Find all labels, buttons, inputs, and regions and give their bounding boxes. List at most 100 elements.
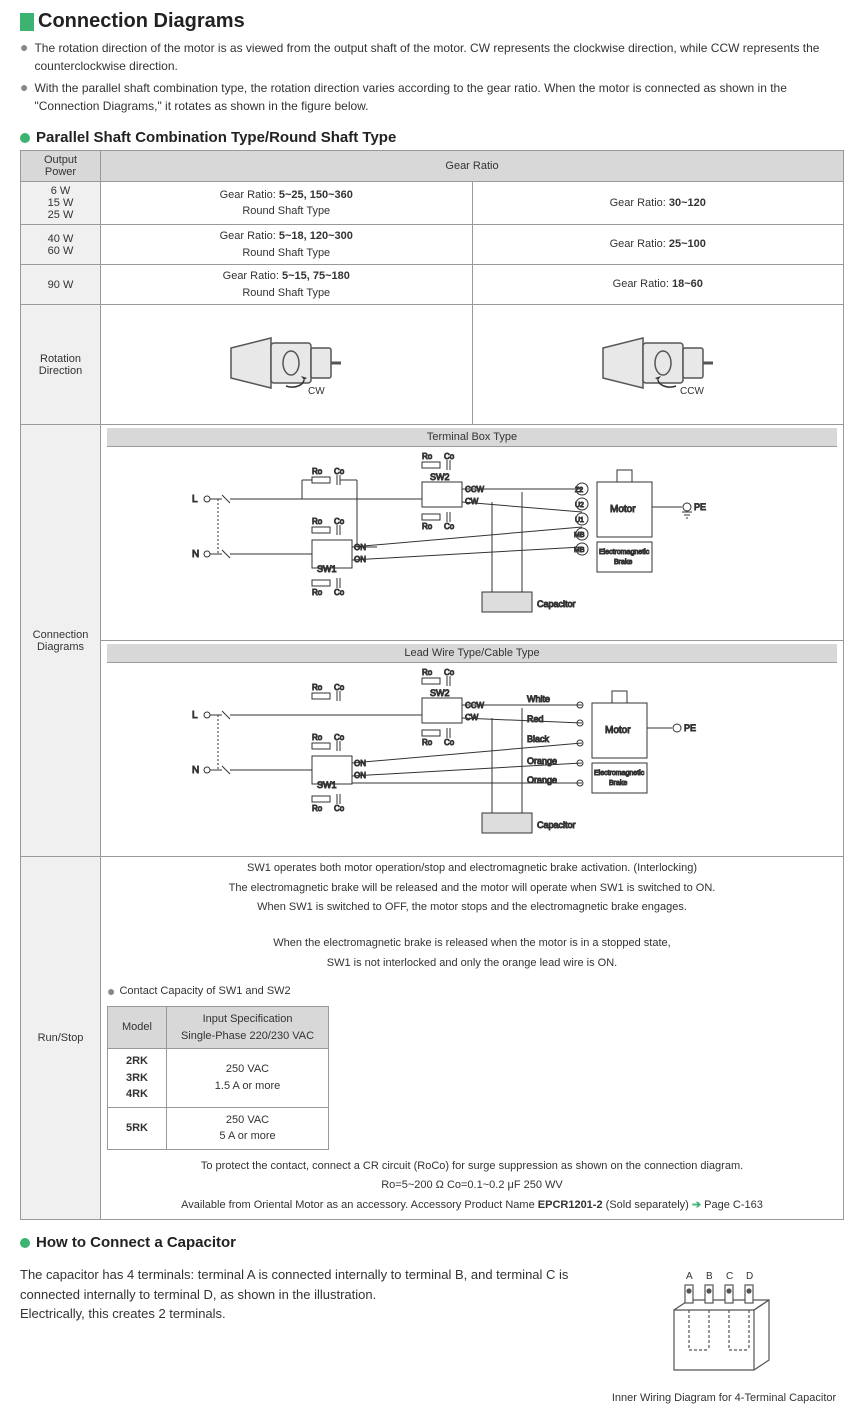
lead-wire-diagram: L N RoCo SW1 ONON RoCo RoCo SW2 CCWCW xyxy=(107,663,837,853)
svg-text:Z2: Z2 xyxy=(575,487,583,494)
svg-text:White: White xyxy=(527,694,550,704)
svg-text:CW: CW xyxy=(465,497,479,506)
terminal-circuit-icon: L N RoCo SW1 ONON RoCo R xyxy=(182,452,762,632)
svg-text:Ro: Ro xyxy=(422,668,433,677)
contact-h2: Input Specification Single-Phase 220/230… xyxy=(166,1007,328,1049)
contact-row-1: 2RK 3RK 4RK 250 VAC 1.5 A or more xyxy=(108,1049,329,1108)
ccw-label: CCW xyxy=(680,386,704,397)
runstop-note2: Ro=5~200 Ω Co=0.1~0.2 μF 250 WV xyxy=(107,1177,837,1194)
gear-left-1: Gear Ratio: 5~25, 150~360 Round Shaft Ty… xyxy=(101,182,473,225)
svg-text:Co: Co xyxy=(334,467,345,476)
subtitle-row-2: How to Connect a Capacitor xyxy=(20,1234,844,1251)
svg-text:U2: U2 xyxy=(575,502,584,509)
rotation-label: Rotation Direction xyxy=(21,305,101,425)
svg-text:MB: MB xyxy=(574,547,585,554)
svg-text:Ro: Ro xyxy=(422,738,433,747)
svg-text:Ro: Ro xyxy=(422,522,433,531)
intro-bullet-1: ● The rotation direction of the motor is… xyxy=(20,39,844,75)
svg-text:Co: Co xyxy=(444,452,455,461)
title-marker xyxy=(20,13,34,31)
contact-r1-model: 2RK 3RK 4RK xyxy=(108,1049,167,1108)
svg-text:Capacitor: Capacitor xyxy=(537,820,576,830)
svg-text:U1: U1 xyxy=(575,517,584,524)
contact-r2-model: 5RK xyxy=(108,1107,167,1149)
connection-label: Connection Diagrams xyxy=(21,425,101,857)
contact-r2-spec: 250 VAC 5 A or more xyxy=(166,1107,328,1149)
svg-text:SW2: SW2 xyxy=(430,472,450,482)
gear-left-2: Gear Ratio: 5~18, 120~300 Round Shaft Ty… xyxy=(101,225,473,265)
runstop-note1: To protect the contact, connect a CR cir… xyxy=(107,1158,837,1175)
runstop-p2: The electromagnetic brake will be releas… xyxy=(107,880,837,897)
table-row: 6 W 15 W 25 W Gear Ratio: 5~25, 150~360 … xyxy=(21,182,844,225)
subtitle-dot-icon xyxy=(20,1238,30,1248)
svg-text:PE: PE xyxy=(684,723,696,733)
svg-text:C: C xyxy=(726,1271,733,1282)
svg-text:Ro: Ro xyxy=(312,467,323,476)
power-cell-2: 40 W 60 W xyxy=(21,225,101,265)
contact-r1-spec: 250 VAC 1.5 A or more xyxy=(166,1049,328,1108)
svg-text:Co: Co xyxy=(334,683,345,692)
contact-title-row: ● Contact Capacity of SW1 and SW2 xyxy=(107,981,837,1002)
lead-wire-header: Lead Wire Type/Cable Type xyxy=(107,644,837,663)
svg-text:Motor: Motor xyxy=(610,504,636,515)
subtitle-2: How to Connect a Capacitor xyxy=(36,1234,236,1251)
rotation-row: Rotation Direction CW xyxy=(21,305,844,425)
svg-text:L: L xyxy=(192,710,198,721)
motor-ccw-cell: CCW xyxy=(472,305,844,425)
svg-text:PE: PE xyxy=(694,502,706,512)
power-cell-1: 6 W 15 W 25 W xyxy=(21,182,101,225)
arrow-icon: ➔ xyxy=(692,1199,701,1211)
svg-text:SW1: SW1 xyxy=(317,564,337,574)
svg-text:Brake: Brake xyxy=(614,559,632,566)
table-header-row: Output Power Gear Ratio xyxy=(21,151,844,182)
svg-text:Orange: Orange xyxy=(527,775,557,785)
svg-text:Co: Co xyxy=(444,738,455,747)
capacitor-p1: The capacitor has 4 terminals: terminal … xyxy=(20,1265,584,1304)
contact-header-row: Model Input Specification Single-Phase 2… xyxy=(108,1007,329,1049)
bullet-dot-icon: ● xyxy=(20,39,28,75)
svg-text:B: B xyxy=(706,1271,713,1282)
intro-text-1: The rotation direction of the motor is a… xyxy=(34,39,844,75)
header-ratio: Gear Ratio xyxy=(101,151,844,182)
terminal-box-diagram: L N RoCo SW1 ONON RoCo R xyxy=(107,447,837,637)
runstop-content: SW1 operates both motor operation/stop a… xyxy=(101,857,844,1220)
contact-row-2: 5RK 250 VAC 5 A or more xyxy=(108,1107,329,1149)
svg-text:N: N xyxy=(192,765,199,776)
lead-wire-cell: Lead Wire Type/Cable Type L N RoCo SW1 O… xyxy=(101,641,844,857)
runstop-p3: When SW1 is switched to OFF, the motor s… xyxy=(107,899,837,916)
runstop-row: Run/Stop SW1 operates both motor operati… xyxy=(21,857,844,1220)
svg-text:Black: Black xyxy=(527,734,550,744)
svg-text:N: N xyxy=(192,549,199,560)
svg-text:Motor: Motor xyxy=(605,725,631,736)
intro-bullet-2: ● With the parallel shaft combination ty… xyxy=(20,79,844,115)
gear-right-1: Gear Ratio: 30~120 xyxy=(472,182,844,225)
motor-cw-icon: CW xyxy=(216,318,356,408)
runstop-label: Run/Stop xyxy=(21,857,101,1220)
svg-text:SW2: SW2 xyxy=(430,688,450,698)
gear-right-2: Gear Ratio: 25~100 xyxy=(472,225,844,265)
main-table: Output Power Gear Ratio 6 W 15 W 25 W Ge… xyxy=(20,150,844,1220)
svg-text:Capacitor: Capacitor xyxy=(537,599,576,609)
connection-row-1: Connection Diagrams Terminal Box Type L … xyxy=(21,425,844,641)
contact-title: Contact Capacity of SW1 and SW2 xyxy=(119,983,290,1000)
svg-text:A: A xyxy=(686,1271,693,1282)
svg-text:Ro: Ro xyxy=(312,733,323,742)
table-row: 40 W 60 W Gear Ratio: 5~18, 120~300 Roun… xyxy=(21,225,844,265)
capacitor-icon: A B C D xyxy=(654,1265,794,1385)
page-title: Connection Diagrams xyxy=(38,10,245,33)
lead-circuit-icon: L N RoCo SW1 ONON RoCo RoCo SW2 CCWCW xyxy=(182,668,762,848)
svg-text:Ro: Ro xyxy=(312,517,323,526)
svg-text:CW: CW xyxy=(465,713,479,722)
svg-text:Electromagnetic: Electromagnetic xyxy=(599,549,650,556)
terminal-box-header: Terminal Box Type xyxy=(107,428,837,447)
svg-text:Ro: Ro xyxy=(312,588,323,597)
svg-text:Orange: Orange xyxy=(527,756,557,766)
cw-label: CW xyxy=(308,386,325,397)
gear-left-3: Gear Ratio: 5~15, 75~180 Round Shaft Typ… xyxy=(101,265,473,305)
subtitle-row-1: Parallel Shaft Combination Type/Round Sh… xyxy=(20,129,844,146)
capacitor-caption: Inner Wiring Diagram for 4-Terminal Capa… xyxy=(604,1392,844,1404)
intro-text-2: With the parallel shaft combination type… xyxy=(34,79,844,115)
capacitor-diagram: A B C D Inner Wiring Diagram for 4-Termi… xyxy=(604,1265,844,1404)
capacitor-section: The capacitor has 4 terminals: terminal … xyxy=(20,1265,844,1404)
svg-text:Co: Co xyxy=(334,804,345,813)
